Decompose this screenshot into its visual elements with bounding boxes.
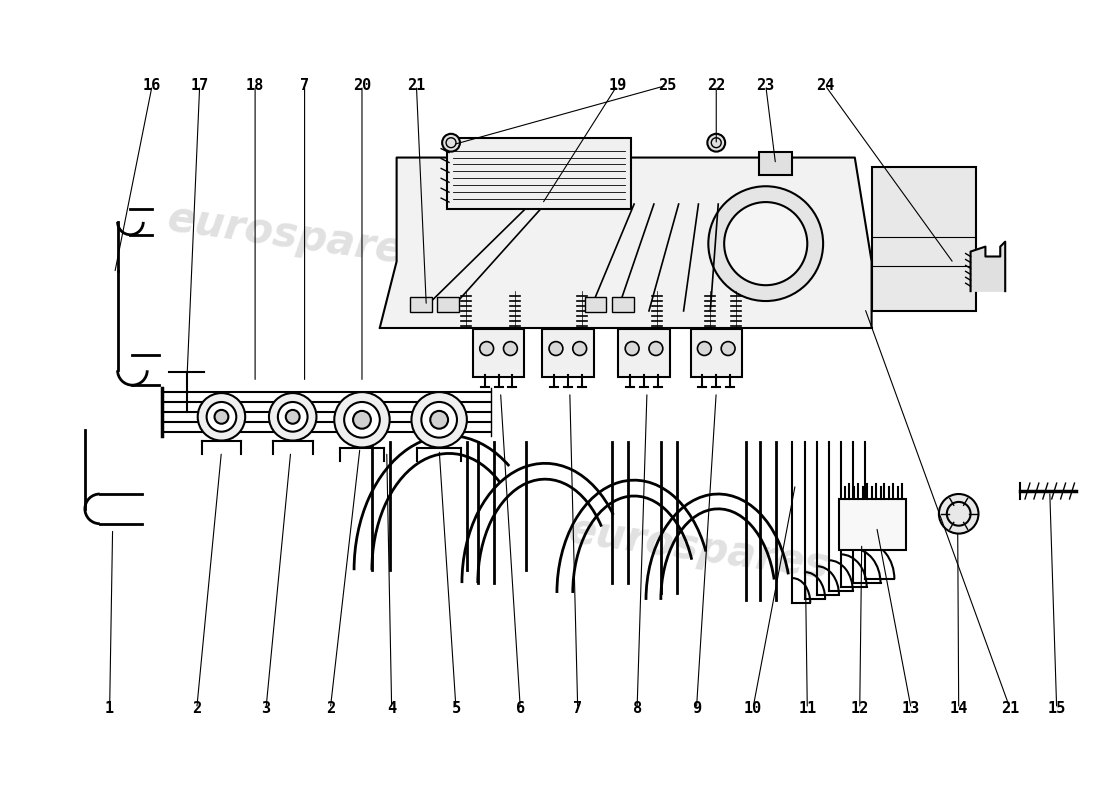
FancyBboxPatch shape — [473, 329, 525, 378]
Text: 9: 9 — [692, 702, 701, 716]
Text: 10: 10 — [744, 702, 762, 716]
Circle shape — [480, 342, 494, 355]
Circle shape — [214, 410, 229, 424]
Circle shape — [421, 402, 456, 438]
FancyBboxPatch shape — [410, 297, 432, 312]
FancyBboxPatch shape — [618, 329, 670, 378]
Text: 16: 16 — [143, 78, 162, 93]
Circle shape — [270, 393, 317, 441]
Circle shape — [411, 392, 466, 447]
Circle shape — [286, 410, 299, 424]
Text: 23: 23 — [757, 78, 774, 93]
Text: 25: 25 — [658, 78, 675, 93]
FancyBboxPatch shape — [437, 297, 459, 312]
Circle shape — [549, 342, 563, 355]
Circle shape — [573, 342, 586, 355]
Text: eurospares: eurospares — [165, 198, 431, 276]
FancyBboxPatch shape — [839, 499, 906, 550]
Text: 4: 4 — [387, 702, 396, 716]
Text: 14: 14 — [949, 702, 968, 716]
FancyBboxPatch shape — [871, 167, 976, 311]
Circle shape — [939, 494, 979, 534]
Text: 6: 6 — [516, 702, 525, 716]
Text: 7: 7 — [573, 702, 582, 716]
Polygon shape — [970, 242, 1005, 291]
Circle shape — [353, 411, 371, 429]
Text: 13: 13 — [902, 702, 921, 716]
FancyBboxPatch shape — [447, 138, 631, 209]
Circle shape — [198, 393, 245, 441]
Text: 24: 24 — [816, 78, 834, 93]
Text: 7: 7 — [300, 78, 309, 93]
Circle shape — [207, 402, 236, 432]
Text: 5: 5 — [451, 702, 461, 716]
Text: 17: 17 — [190, 78, 209, 93]
Text: 21: 21 — [407, 78, 426, 93]
Circle shape — [708, 186, 823, 301]
Text: 12: 12 — [850, 702, 869, 716]
FancyBboxPatch shape — [691, 329, 742, 378]
Circle shape — [430, 411, 448, 429]
Text: 1: 1 — [106, 702, 114, 716]
Text: 2: 2 — [326, 702, 334, 716]
Text: 2: 2 — [192, 702, 201, 716]
Circle shape — [707, 134, 725, 152]
Text: 11: 11 — [799, 702, 816, 716]
Text: 21: 21 — [1001, 702, 1020, 716]
Circle shape — [697, 342, 712, 355]
Circle shape — [278, 402, 308, 432]
Text: 3: 3 — [262, 702, 271, 716]
Text: 18: 18 — [246, 78, 264, 93]
Circle shape — [334, 392, 389, 447]
Polygon shape — [379, 158, 871, 328]
Text: 8: 8 — [632, 702, 641, 716]
FancyBboxPatch shape — [542, 329, 594, 378]
Circle shape — [504, 342, 517, 355]
Circle shape — [344, 402, 380, 438]
FancyBboxPatch shape — [584, 297, 606, 312]
Text: 19: 19 — [608, 78, 626, 93]
FancyBboxPatch shape — [613, 297, 634, 312]
Text: 20: 20 — [353, 78, 371, 93]
Circle shape — [724, 202, 807, 286]
Circle shape — [442, 134, 460, 152]
Text: 22: 22 — [707, 78, 725, 93]
Text: 15: 15 — [1047, 702, 1066, 716]
Circle shape — [625, 342, 639, 355]
Circle shape — [649, 342, 663, 355]
Circle shape — [722, 342, 735, 355]
Text: eurospares: eurospares — [565, 510, 832, 587]
FancyBboxPatch shape — [759, 152, 792, 175]
